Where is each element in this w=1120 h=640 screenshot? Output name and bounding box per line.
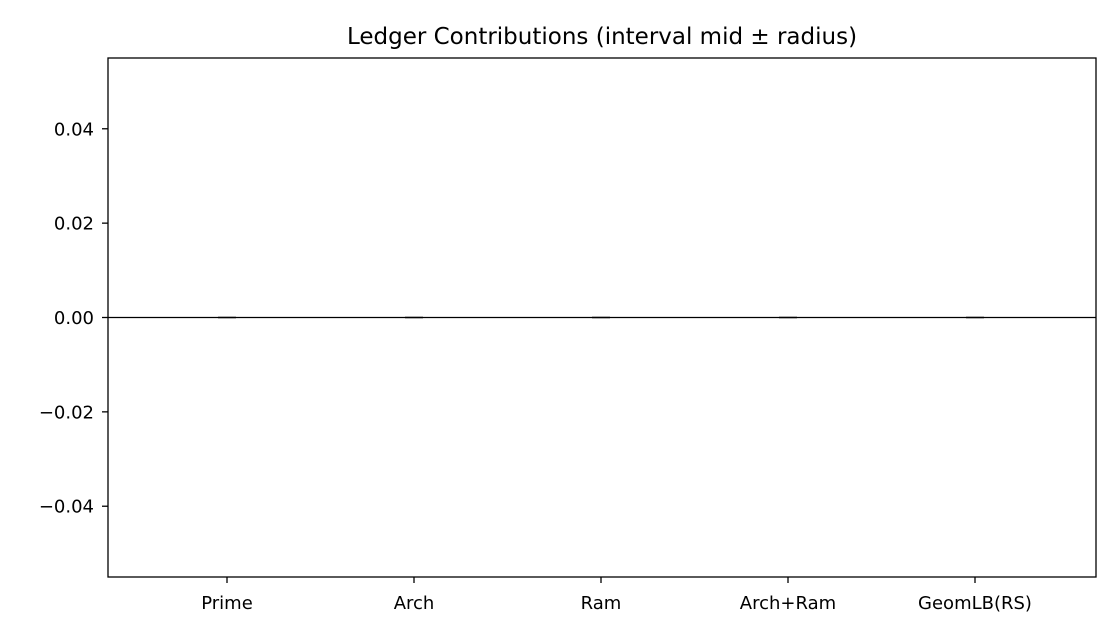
y-tick-label: −0.02 <box>39 402 94 423</box>
chart-title: Ledger Contributions (interval mid ± rad… <box>347 24 857 50</box>
y-tick-label: 0.02 <box>54 214 94 235</box>
y-tick-label: −0.04 <box>39 497 94 518</box>
x-tick-label: Arch <box>394 593 435 614</box>
x-tick-label: GeomLB(RS) <box>918 593 1032 614</box>
x-tick-label: Arch+Ram <box>740 593 836 614</box>
plot-area: Prime Arch Ram Arch+Ram GeomLB(RS) −0.04 −0.02… <box>39 119 1096 614</box>
axes-frame <box>107 57 1097 578</box>
y-tick-label: 0.00 <box>54 308 94 329</box>
y-tick-label: 0.04 <box>54 119 94 140</box>
x-tick-label: Ram <box>581 593 622 614</box>
x-tick-label: Prime <box>201 593 253 614</box>
